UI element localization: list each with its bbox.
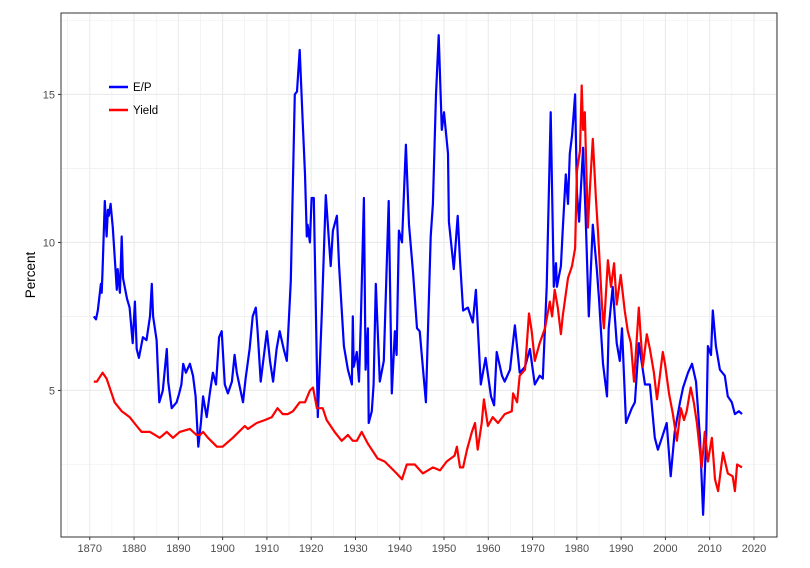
x-tick-label: 1870 [78,543,102,555]
y-tick-label: 10 [43,237,55,249]
x-tick-label: 2010 [697,543,721,555]
y-axis: 5 10 15 [43,89,61,397]
legend: E/P Yield [109,82,158,117]
x-tick-label: 2000 [653,543,677,555]
series-line-ep [92,34,743,516]
series-line-yield [93,84,743,493]
x-tick-label: 1930 [343,543,367,555]
x-tick-label: 1900 [210,543,234,555]
y-tick-label: 15 [43,89,55,101]
x-tick-label: 1880 [122,543,146,555]
legend-label-yield: Yield [133,105,158,117]
y-axis-title: Percent [23,251,38,298]
series-lines [92,34,743,516]
x-tick-label: 1920 [299,543,323,555]
x-tick-label: 1980 [565,543,589,555]
x-tick-label: 1890 [166,543,190,555]
y-tick-label: 5 [49,385,55,397]
x-tick-label: 1910 [255,543,279,555]
x-tick-label: 1950 [432,543,456,555]
x-axis: 1870 1880 1890 1900 1910 1920 1930 1940 1950 1960… [78,537,766,555]
x-tick-label: 1960 [476,543,500,555]
plot-panel-border [60,12,778,538]
x-tick-label: 1940 [387,543,411,555]
x-tick-label: 2020 [742,543,766,555]
x-tick-label: 1990 [609,543,633,555]
x-tick-label: 1970 [520,543,544,555]
legend-label-ep: E/P [133,82,152,94]
